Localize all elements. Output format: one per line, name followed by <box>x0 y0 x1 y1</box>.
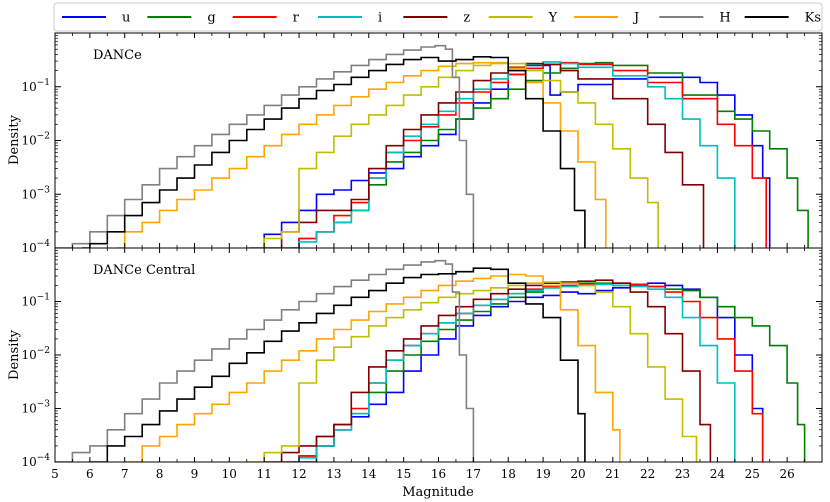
legend-label-g: g <box>207 11 215 26</box>
y-tick-label: 10−4 <box>21 453 50 469</box>
y-tick-label: 10−3 <box>21 400 50 416</box>
series-J-line <box>123 273 621 462</box>
x-tick-label: 24 <box>710 467 726 481</box>
panel-title: DANCe Central <box>93 263 195 278</box>
x-axis-label: Magnitude <box>402 485 474 500</box>
x-tick-label: 26 <box>779 467 794 481</box>
series-Ks-line <box>82 56 586 248</box>
legend-label-Ks: Ks <box>805 11 821 26</box>
x-tick-label: 18 <box>501 467 516 481</box>
y-tick-label: 10−4 <box>21 239 50 255</box>
series-r-line <box>280 61 767 248</box>
x-tick-label: 25 <box>745 467 760 481</box>
x-tick-label: 20 <box>570 467 585 481</box>
legend-label-u: u <box>122 11 130 26</box>
panel-title: DANCe <box>93 48 142 63</box>
x-tick-label: 16 <box>431 467 446 481</box>
y-tick-label: 10−1 <box>21 293 50 309</box>
series-H-line <box>55 259 475 462</box>
x-tick-label: 13 <box>326 467 341 481</box>
x-tick-label: 11 <box>257 467 272 481</box>
x-tick-label: 9 <box>191 467 199 481</box>
x-tick-label: 7 <box>121 467 129 481</box>
series-u-line <box>298 282 764 462</box>
legend-label-H: H <box>719 11 730 26</box>
panel-dance-central: 5 6 7 8 9 10 11 12 13 14 15 16 17 18 19 20 21 22 23 24 25 26 1… <box>21 247 823 481</box>
series-z-line <box>263 62 705 248</box>
x-tick-label: 12 <box>291 467 306 481</box>
panel-dance: 10−4 10−3 10−2 10−1 DANCe <box>21 32 823 255</box>
y-axis-label-bottom: Density <box>7 329 22 380</box>
x-tick-label: 22 <box>640 467 655 481</box>
x-tick-label: 6 <box>86 467 94 481</box>
y-axis-label-top: Density <box>7 114 22 165</box>
legend-label-z: z <box>463 11 470 26</box>
series-i-line <box>291 283 736 462</box>
y-tick-label: 10−1 <box>21 78 50 94</box>
x-tick-label: 21 <box>605 467 620 481</box>
x-tick-label: 15 <box>396 467 411 481</box>
series-u-line <box>249 64 771 248</box>
x-tick-label: 19 <box>535 467 550 481</box>
series-group <box>55 44 809 248</box>
legend-label-J: J <box>632 11 639 26</box>
x-tick-label: 14 <box>361 467 377 481</box>
series-i-line <box>291 61 736 248</box>
legend: u g r i z Y J H Ks <box>53 2 823 32</box>
legend-label-i: i <box>378 11 382 26</box>
series-z-line <box>263 279 712 462</box>
series-Y-line <box>246 281 698 462</box>
series-H-line <box>55 44 475 248</box>
series-Ks-line <box>89 267 586 462</box>
legend-label-r: r <box>293 11 300 26</box>
series-J-line <box>117 61 607 248</box>
y-tick-label: 10−2 <box>21 132 50 148</box>
legend-label-Y: Y <box>548 11 558 26</box>
x-tick-label: 23 <box>675 467 690 481</box>
x-tick-label: 8 <box>156 467 164 481</box>
x-tick-label: 10 <box>222 467 237 481</box>
y-tick-label: 10−3 <box>21 185 50 201</box>
x-tick-label: 17 <box>466 467 481 481</box>
x-tick-label: 5 <box>51 467 59 481</box>
y-tick-label: 10−2 <box>21 346 50 362</box>
series-group <box>55 259 806 462</box>
